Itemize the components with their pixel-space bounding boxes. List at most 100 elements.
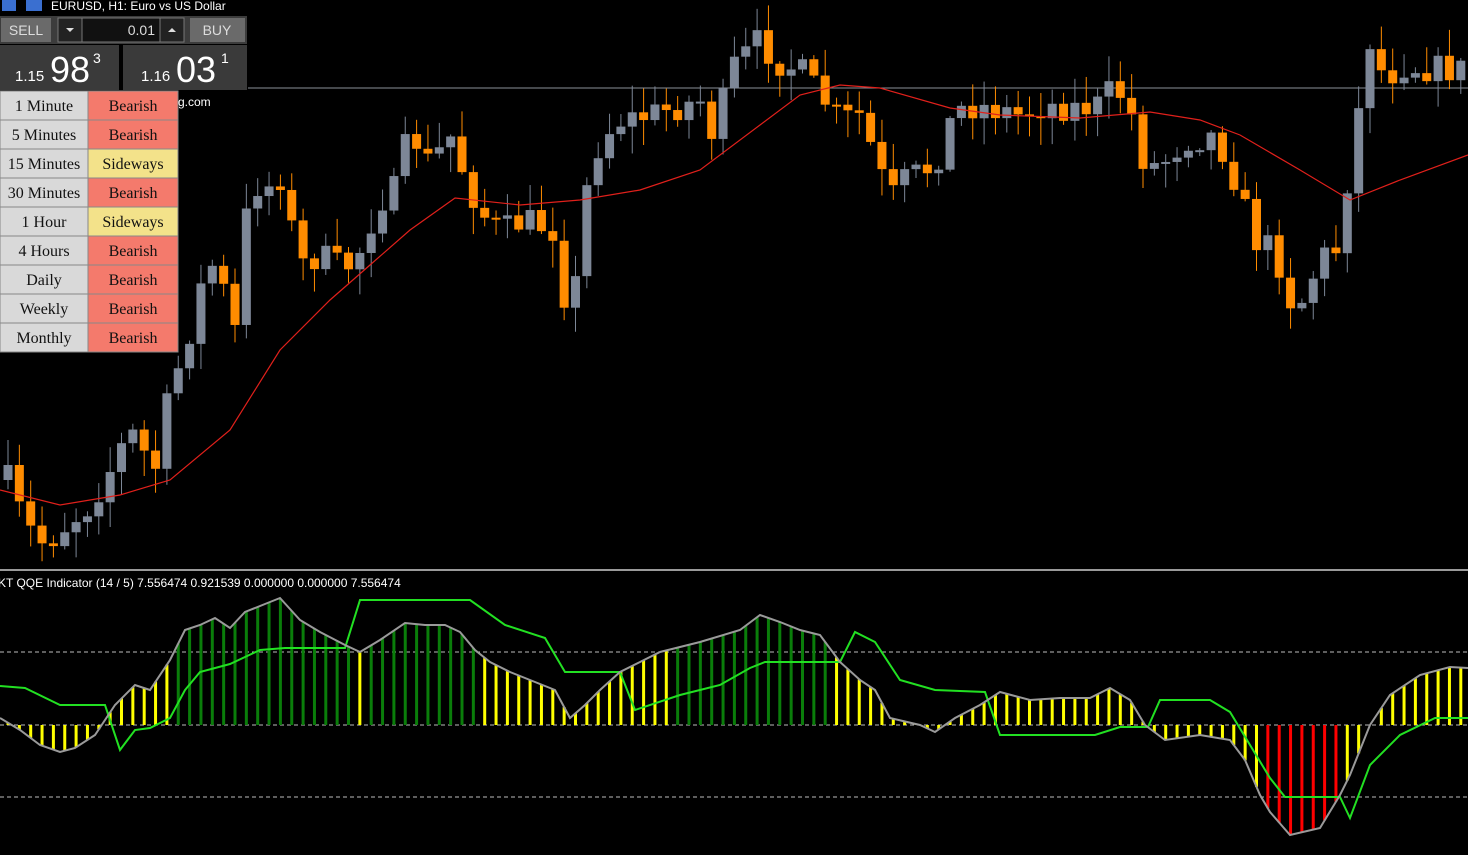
candle-body [60, 532, 70, 547]
timeframe-label: 1 Hour [22, 214, 68, 231]
bid-prefix: 1.15 [15, 68, 44, 85]
qqe-line [0, 596, 1468, 837]
lot-value: 0.01 [128, 22, 155, 38]
candle-body [1444, 55, 1454, 81]
candle-body [820, 75, 830, 105]
candle-body [94, 502, 104, 517]
candle-body [627, 112, 637, 127]
candle-body [990, 104, 1000, 119]
watermark: g.com [178, 95, 211, 109]
timeframe-cell [0, 206, 89, 237]
candle-body [173, 368, 183, 394]
candle-body [457, 136, 467, 173]
candle-body [275, 186, 285, 190]
indicator-label: KT QQE Indicator (14 / 5) 7.556474 0.921… [0, 576, 401, 590]
candle-body [695, 101, 705, 104]
candle-body [922, 164, 932, 174]
candle-body [139, 429, 149, 451]
icon [26, 0, 42, 11]
buy-button[interactable] [190, 18, 245, 42]
timeframe-label: Daily [26, 272, 62, 289]
candle-body [1013, 107, 1023, 115]
candle-body [707, 101, 717, 139]
trend-cell [87, 177, 179, 208]
timeframe-label: 1 Minute [15, 98, 73, 115]
candle-body [3, 465, 13, 480]
candle-body [684, 101, 694, 121]
candle-body [298, 220, 308, 259]
timeframe-cell [0, 177, 89, 208]
candle-body [1399, 77, 1409, 84]
candle-body [1331, 247, 1341, 254]
candle-body [1093, 96, 1103, 115]
candle-body [162, 393, 172, 469]
trend-label: Bearish [109, 330, 158, 347]
timeframe-cell [0, 264, 89, 295]
candle-body [400, 134, 410, 177]
candle-body [843, 104, 853, 111]
candle-body [207, 265, 217, 284]
indicator-pane [0, 596, 1468, 837]
candle-body [1286, 277, 1296, 309]
candle-body [468, 172, 478, 208]
candle-body [480, 207, 490, 218]
candle-body [196, 283, 206, 344]
trend-label: Bearish [109, 301, 158, 318]
trend-cell [87, 235, 179, 266]
candle-body [117, 443, 126, 473]
candle-body [151, 450, 161, 469]
candle-body [71, 522, 81, 533]
candle-body [253, 196, 263, 209]
candle-body [1036, 116, 1046, 119]
candle-body [1240, 189, 1250, 199]
candle-body [877, 141, 887, 170]
candle-body [536, 210, 546, 232]
candle-body [1127, 97, 1137, 115]
trend-cell [87, 264, 179, 295]
trend-cell [87, 206, 179, 237]
candle-body [888, 169, 898, 186]
candle-body [605, 134, 615, 159]
candle-body [763, 30, 773, 64]
bid-box[interactable] [0, 45, 119, 90]
sell-button[interactable] [1, 18, 51, 42]
candle-body [1456, 60, 1466, 81]
candle-body [809, 59, 819, 76]
candle-body [1342, 193, 1352, 254]
candle-body [639, 112, 649, 121]
candle-body [582, 185, 592, 277]
candle-body [514, 215, 524, 230]
candle-body [1047, 103, 1057, 119]
candle-body [1354, 108, 1364, 194]
candle-body [854, 110, 864, 113]
candle-body [900, 169, 910, 186]
candle-body [1252, 198, 1261, 251]
candle-body [412, 134, 422, 149]
trend-cell [87, 148, 179, 179]
arrow-down [66, 28, 74, 32]
signal-line [0, 599, 1468, 821]
candle-body [1025, 114, 1034, 117]
candle-body [1263, 235, 1273, 251]
candle-body [1070, 102, 1080, 121]
timeframe-label: 5 Minutes [12, 127, 76, 144]
ask-box[interactable] [123, 45, 247, 90]
trend-label: Bearish [109, 127, 158, 144]
candle-body [752, 30, 762, 47]
timeframe-label: Monthly [16, 330, 71, 347]
candle-body [230, 283, 240, 325]
candle-body [1149, 163, 1159, 169]
candle-body [37, 525, 47, 544]
candle-body [1308, 278, 1318, 303]
candle-body [559, 240, 569, 308]
candle-body [979, 104, 989, 119]
trend-cell [87, 119, 179, 150]
candle-body [378, 210, 388, 234]
bid-big: 98 [50, 49, 90, 90]
candle-body [673, 110, 683, 121]
lot-down[interactable] [57, 17, 83, 43]
candle-body [718, 88, 728, 139]
candle-body [389, 176, 399, 211]
